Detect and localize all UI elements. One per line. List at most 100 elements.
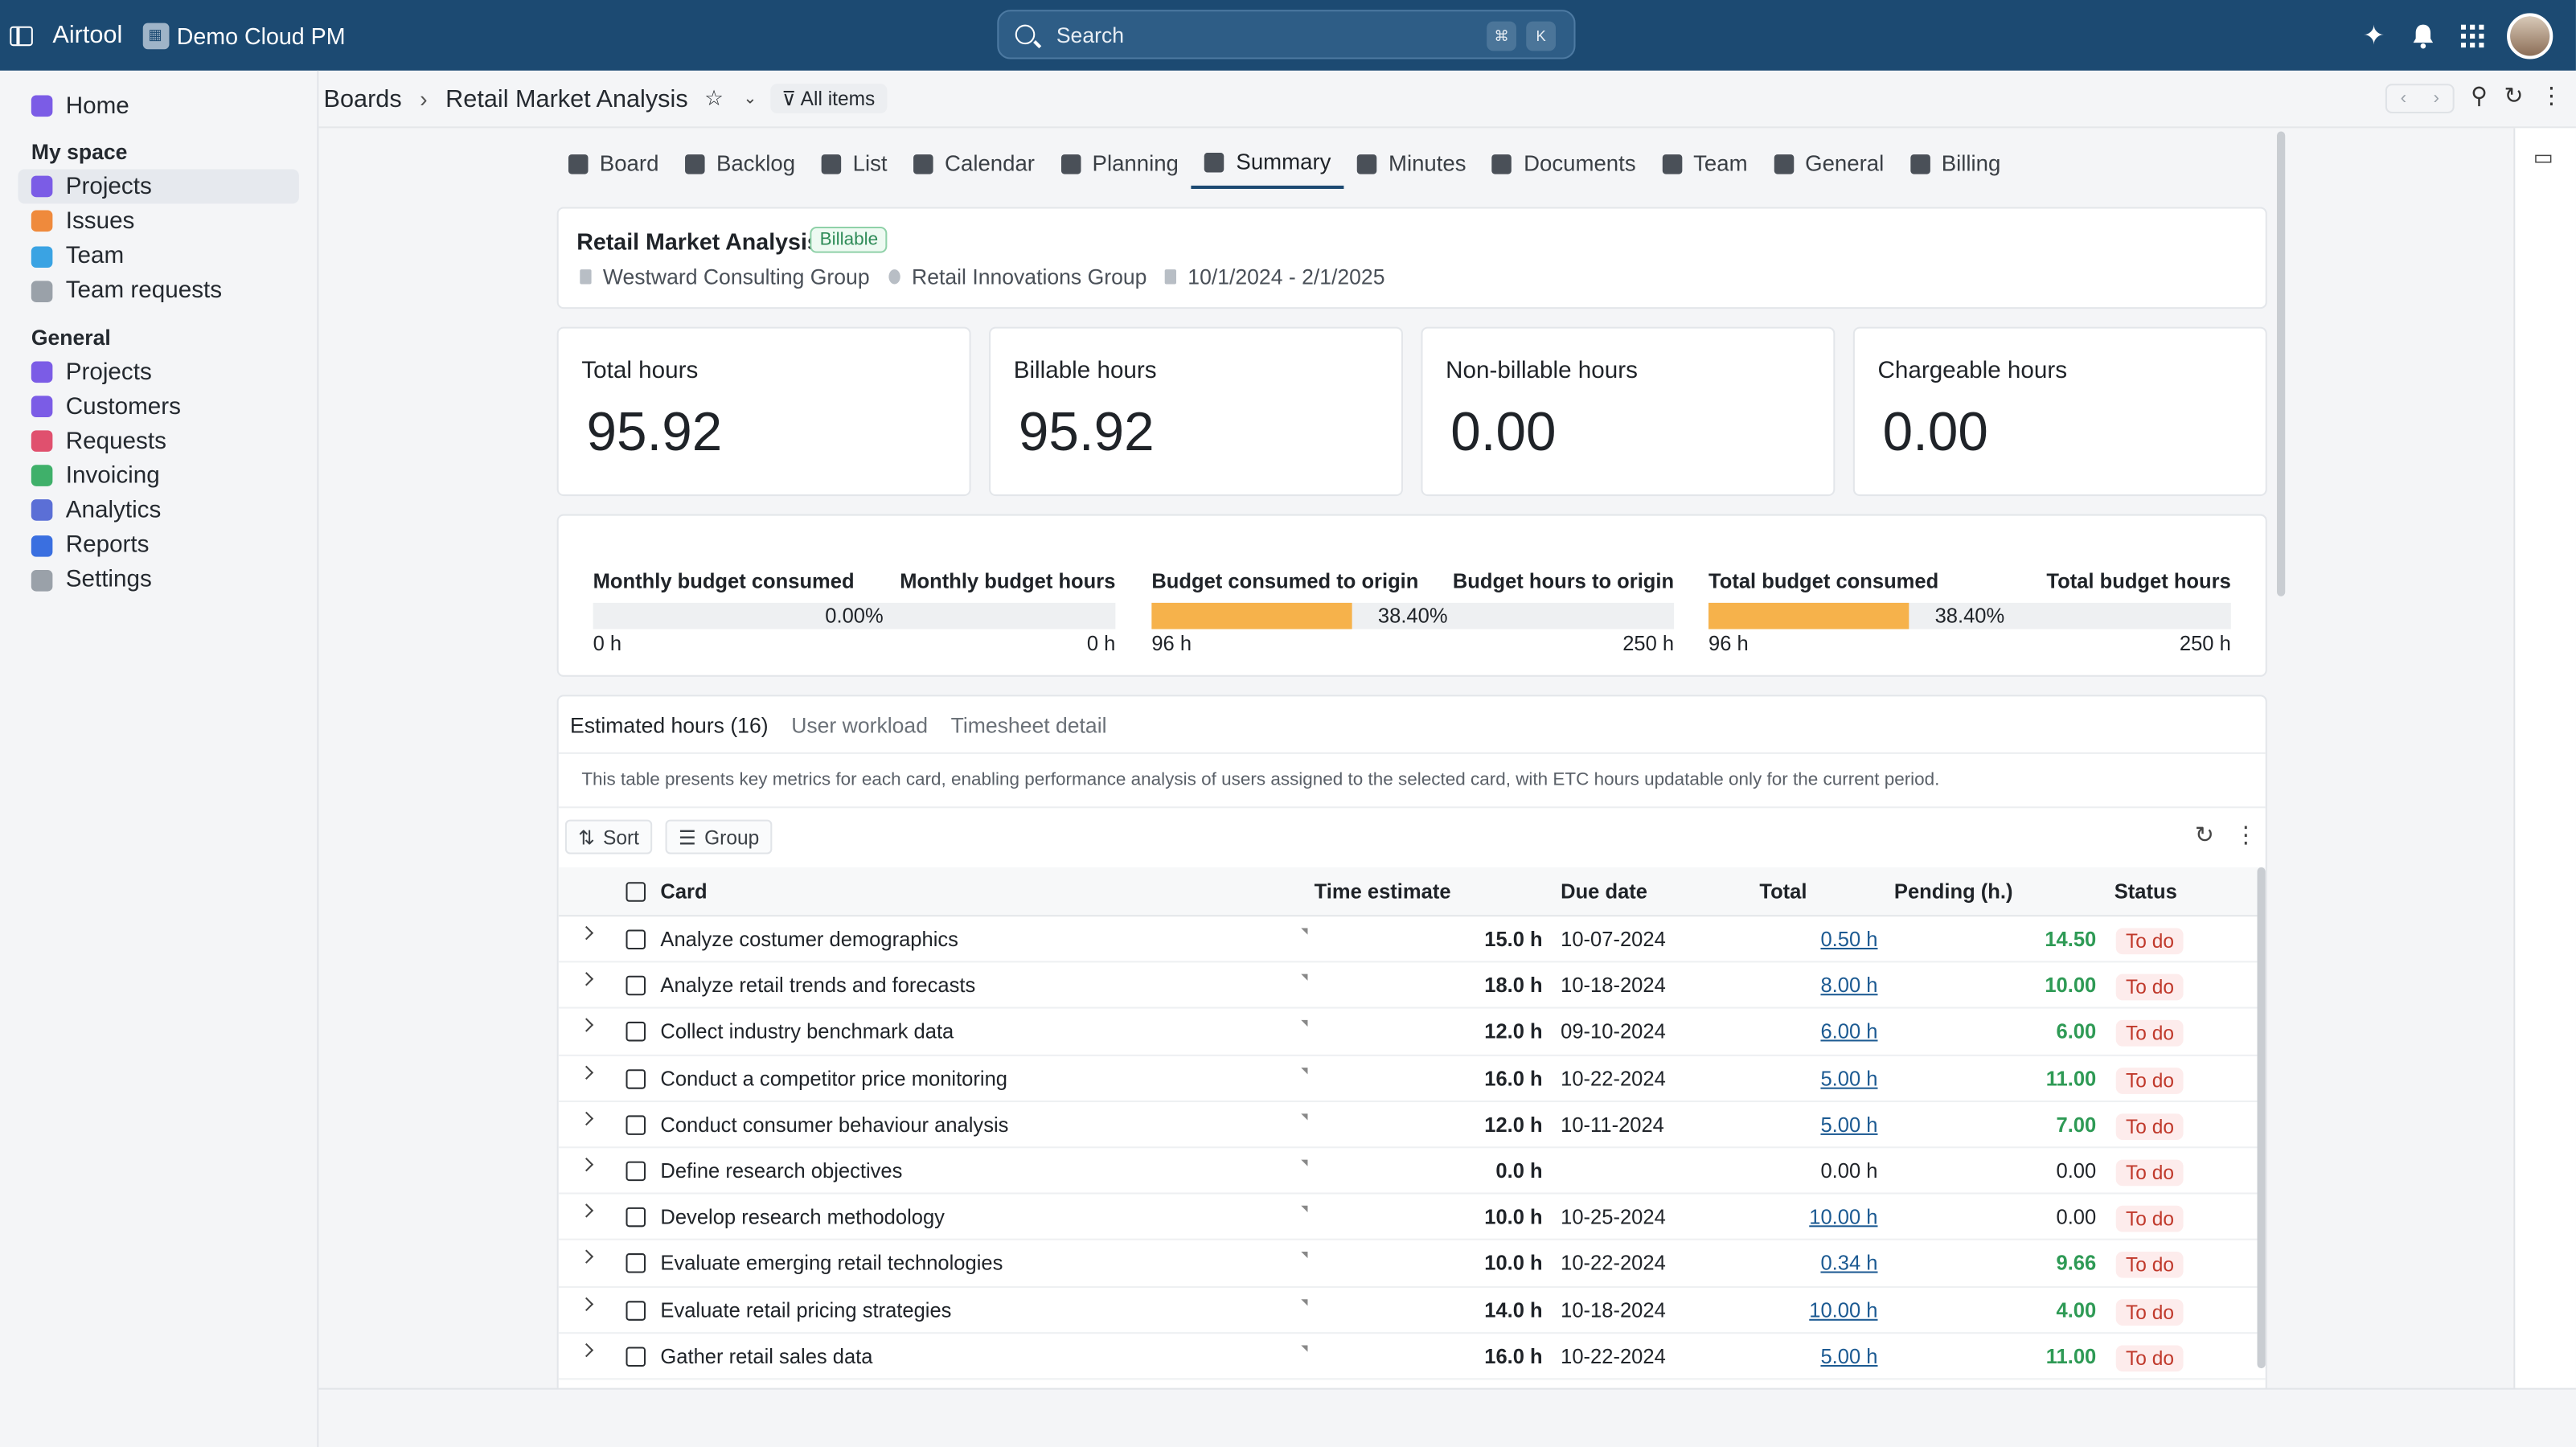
status-badge[interactable]: To do <box>2115 1159 2184 1187</box>
sidebar-item-general-1[interactable]: Customers <box>18 389 298 424</box>
table-row[interactable]: Evaluate retail pricing strategies 14.0 h… <box>558 1287 2266 1334</box>
star-icon[interactable]: ☆ <box>704 85 724 110</box>
card-name[interactable]: Collect industry benchmark data <box>660 1020 954 1044</box>
row-checkbox[interactable] <box>626 1114 646 1135</box>
status-badge[interactable]: To do <box>2115 1113 2184 1140</box>
tab-billing[interactable]: Billing <box>1897 138 2014 189</box>
more-vertical-icon[interactable]: ⋮ <box>2233 821 2258 848</box>
table-scrollbar[interactable] <box>2257 867 2266 1369</box>
status-badge[interactable]: To do <box>2115 974 2184 1001</box>
expand-chevron-icon[interactable] <box>579 1203 594 1218</box>
expand-chevron-icon[interactable] <box>579 1064 594 1080</box>
time-estimate[interactable]: 16.0 h <box>1484 1345 1543 1368</box>
card-name[interactable]: Define research objectives <box>660 1159 903 1183</box>
col-card[interactable]: Card <box>660 880 708 904</box>
sidebar-item-myspace-3[interactable]: Team requests <box>18 274 298 309</box>
app-name[interactable]: Airtool <box>52 21 123 50</box>
select-all-checkbox[interactable] <box>626 882 646 902</box>
tab-list[interactable]: List <box>808 138 900 189</box>
time-estimate[interactable]: 12.0 h <box>1484 1113 1543 1137</box>
card-name[interactable]: Develop research methodology <box>660 1206 945 1229</box>
time-estimate[interactable]: 0.0 h <box>1495 1159 1543 1183</box>
sidebar-toggle-icon[interactable] <box>10 25 33 46</box>
time-estimate[interactable]: 16.0 h <box>1484 1067 1543 1090</box>
total-hours[interactable]: 10.00 h <box>1809 1298 1878 1322</box>
workspace-name[interactable]: Demo Cloud PM <box>176 22 346 49</box>
row-checkbox[interactable] <box>626 1207 646 1228</box>
tab-minutes[interactable]: Minutes <box>1344 138 1479 189</box>
group-button[interactable]: ☰ Group <box>665 819 773 855</box>
card-name[interactable]: Gather retail sales data <box>660 1345 873 1368</box>
sidebar-item-myspace-1[interactable]: Issues <box>18 204 298 239</box>
sidebar-item-general-3[interactable]: Invoicing <box>18 459 298 494</box>
row-checkbox[interactable] <box>626 976 646 996</box>
status-badge[interactable]: To do <box>2115 1067 2184 1094</box>
card-name[interactable]: Conduct a competitor price monitoring <box>660 1067 1007 1090</box>
search-icon[interactable]: ⚲ <box>2471 82 2488 109</box>
forward-arrow-icon[interactable]: › <box>2433 88 2439 109</box>
time-estimate[interactable]: 18.0 h <box>1484 974 1543 998</box>
expand-chevron-icon[interactable] <box>579 1111 594 1125</box>
expand-chevron-icon[interactable] <box>579 1158 594 1172</box>
table-row[interactable]: Conduct a competitor price monitoring 16.… <box>558 1056 2266 1102</box>
main-scrollbar[interactable] <box>2277 131 2286 596</box>
ai-sparkle-icon[interactable]: ✦ <box>2362 22 2385 51</box>
col-total[interactable]: Total <box>1759 880 1807 904</box>
status-badge[interactable]: To do <box>2115 1020 2184 1047</box>
back-arrow-icon[interactable]: ‹ <box>2400 88 2407 109</box>
comment-icon[interactable]: ▭ <box>2533 144 2553 170</box>
expand-chevron-icon[interactable] <box>579 925 594 941</box>
table-row[interactable]: Gather retail sales data 16.0 h 10-22-2024… <box>558 1334 2266 1380</box>
table-row[interactable]: Analyze retail trends and forecasts 18.0 … <box>558 963 2266 1010</box>
user-avatar[interactable] <box>2507 12 2553 59</box>
expand-chevron-icon[interactable] <box>579 1296 594 1311</box>
apps-grid-icon[interactable] <box>2458 21 2488 51</box>
tab-planning[interactable]: Planning <box>1048 138 1192 189</box>
expand-chevron-icon[interactable] <box>579 972 594 986</box>
row-checkbox[interactable] <box>626 1022 646 1043</box>
status-badge[interactable]: To do <box>2115 1345 2184 1371</box>
row-checkbox[interactable] <box>626 1253 646 1274</box>
expand-chevron-icon[interactable] <box>579 1019 594 1033</box>
time-estimate[interactable]: 14.0 h <box>1484 1298 1543 1322</box>
status-badge[interactable]: To do <box>2115 1252 2184 1279</box>
total-hours[interactable]: 6.00 h <box>1820 1020 1878 1044</box>
refresh-icon[interactable]: ↻ <box>2504 82 2524 109</box>
sidebar-item-general-5[interactable]: Reports <box>18 528 298 563</box>
table-row[interactable]: Analyze costumer demographics 15.0 h 10-07… <box>558 916 2266 963</box>
sidebar-item-general-2[interactable]: Requests <box>18 424 298 459</box>
row-checkbox[interactable] <box>626 1300 646 1320</box>
expand-chevron-icon[interactable] <box>579 1342 594 1357</box>
row-checkbox[interactable] <box>626 929 646 950</box>
search-bar[interactable]: Search ⌘ K <box>997 10 1576 59</box>
table-row[interactable]: Evaluate emerging retail technologies 10.… <box>558 1240 2266 1288</box>
status-badge[interactable]: To do <box>2115 928 2184 955</box>
card-name[interactable]: Analyze costumer demographics <box>660 928 958 952</box>
sidebar-item-general-6[interactable]: Settings <box>18 563 298 597</box>
table-row[interactable]: Define research objectives 0.0 h 0.00 h 0.0… <box>558 1148 2266 1195</box>
col-time-estimate[interactable]: Time estimate <box>1314 880 1451 904</box>
refresh-icon[interactable]: ↻ <box>2194 821 2214 848</box>
subtab-1[interactable]: User workload <box>791 712 928 738</box>
total-hours[interactable]: 0.34 h <box>1820 1252 1878 1276</box>
tab-documents[interactable]: Documents <box>1479 138 1649 189</box>
col-status[interactable]: Status <box>2114 880 2177 904</box>
tab-general[interactable]: General <box>1761 138 1897 189</box>
sidebar-item-myspace-0[interactable]: Projects <box>18 169 299 204</box>
card-name[interactable]: Analyze retail trends and forecasts <box>660 974 976 998</box>
time-estimate[interactable]: 12.0 h <box>1484 1020 1543 1044</box>
sidebar-item-general-4[interactable]: Analytics <box>18 494 298 528</box>
total-hours[interactable]: 5.00 h <box>1820 1067 1878 1090</box>
filter-all-items-button[interactable]: ⊽ All items <box>769 84 887 113</box>
tab-board[interactable]: Board <box>556 138 672 189</box>
chevron-down-icon[interactable]: ⌄ <box>743 89 757 108</box>
col-due-date[interactable]: Due date <box>1561 880 1648 904</box>
time-estimate[interactable]: 15.0 h <box>1484 928 1543 952</box>
row-checkbox[interactable] <box>626 1347 646 1367</box>
expand-chevron-icon[interactable] <box>579 1250 594 1265</box>
total-hours[interactable]: 0.50 h <box>1820 928 1878 952</box>
sidebar-item-general-0[interactable]: Projects <box>18 355 298 389</box>
time-estimate[interactable]: 10.0 h <box>1484 1252 1543 1276</box>
status-badge[interactable]: To do <box>2115 1298 2184 1326</box>
card-name[interactable]: Conduct consumer behaviour analysis <box>660 1113 1009 1137</box>
